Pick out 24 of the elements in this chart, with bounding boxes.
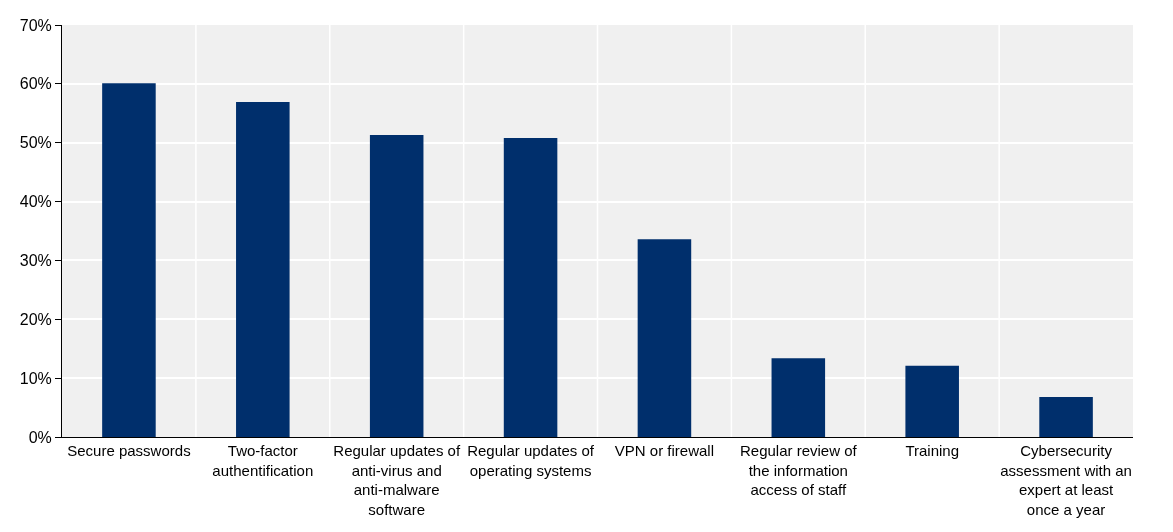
bar: [102, 83, 156, 437]
x-tick-label: Regular review of the information access of staff: [739, 442, 858, 498]
bar: [1039, 396, 1093, 437]
bar: [637, 239, 692, 437]
y-tick-label: 50%: [19, 134, 52, 152]
bar: [503, 138, 558, 437]
y-tick-label: 70%: [19, 16, 52, 34]
bar: [905, 365, 959, 437]
bar: [369, 135, 424, 437]
bar: [771, 358, 826, 437]
y-tick-label: 10%: [19, 369, 52, 387]
x-tick-label: Regular updates of operating systems: [467, 442, 595, 479]
x-tick-label: VPN or firewall: [614, 442, 715, 459]
y-tick-label: 60%: [19, 75, 52, 93]
x-tick-label: Cybersecurity assessment with an expert at least once a year: [1000, 442, 1132, 518]
x-tick-label: Regular updates of anti-virus and anti-malware software: [333, 442, 461, 518]
bar: [236, 102, 290, 437]
y-tick-label: 40%: [19, 193, 52, 211]
x-tick-label: Training: [905, 442, 960, 459]
x-tick-label: Secure passwords: [67, 442, 191, 459]
y-tick-label: 0%: [28, 428, 52, 446]
y-tick-label: 20%: [19, 310, 52, 328]
y-tick-label: 30%: [19, 252, 52, 270]
x-tick-label: Two-factor authentification: [212, 442, 314, 479]
